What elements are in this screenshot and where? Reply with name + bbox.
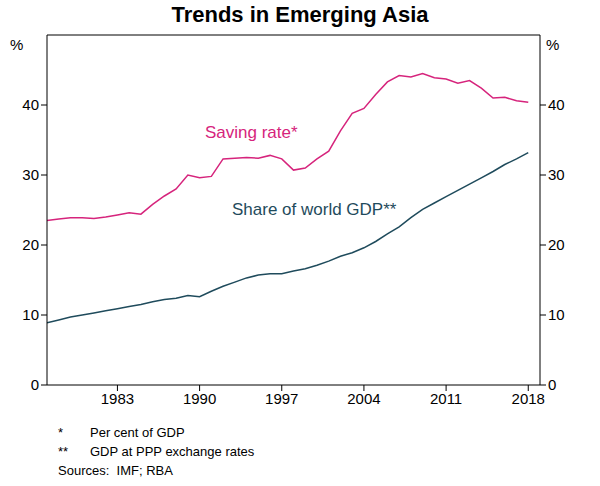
html-text:Trends in Emerging Asia: Trends in Emerging Asia bbox=[171, 2, 429, 27]
svg-text:1983: 1983 bbox=[101, 390, 134, 407]
svg-text:40: 40 bbox=[548, 96, 565, 113]
svg-text:20: 20 bbox=[22, 236, 39, 253]
svg-text:40: 40 bbox=[22, 96, 39, 113]
svg-text:10: 10 bbox=[548, 306, 565, 323]
svg-text:0: 0 bbox=[31, 376, 39, 393]
html-text:Per cent of GDP: Per cent of GDP bbox=[90, 425, 185, 440]
svg-text:10: 10 bbox=[22, 306, 39, 323]
svg-text:2018: 2018 bbox=[512, 390, 545, 407]
html-text:GDP at PPP exchange rates: GDP at PPP exchange rates bbox=[90, 444, 255, 459]
html-text:Sources: IMF; RBA: Sources: IMF; RBA bbox=[58, 463, 173, 478]
svg-text:30: 30 bbox=[548, 166, 565, 183]
html-text:Saving rate*: Saving rate* bbox=[205, 123, 298, 142]
svg-text:1990: 1990 bbox=[183, 390, 216, 407]
svg-text:1997: 1997 bbox=[265, 390, 298, 407]
svg-text:2004: 2004 bbox=[347, 390, 380, 407]
html-text:Share of world GDP**: Share of world GDP** bbox=[232, 200, 397, 219]
svg-text:2011: 2011 bbox=[430, 390, 462, 407]
svg-text:30: 30 bbox=[22, 166, 39, 183]
svg-text:0: 0 bbox=[548, 376, 556, 393]
svg-text:20: 20 bbox=[548, 236, 565, 253]
